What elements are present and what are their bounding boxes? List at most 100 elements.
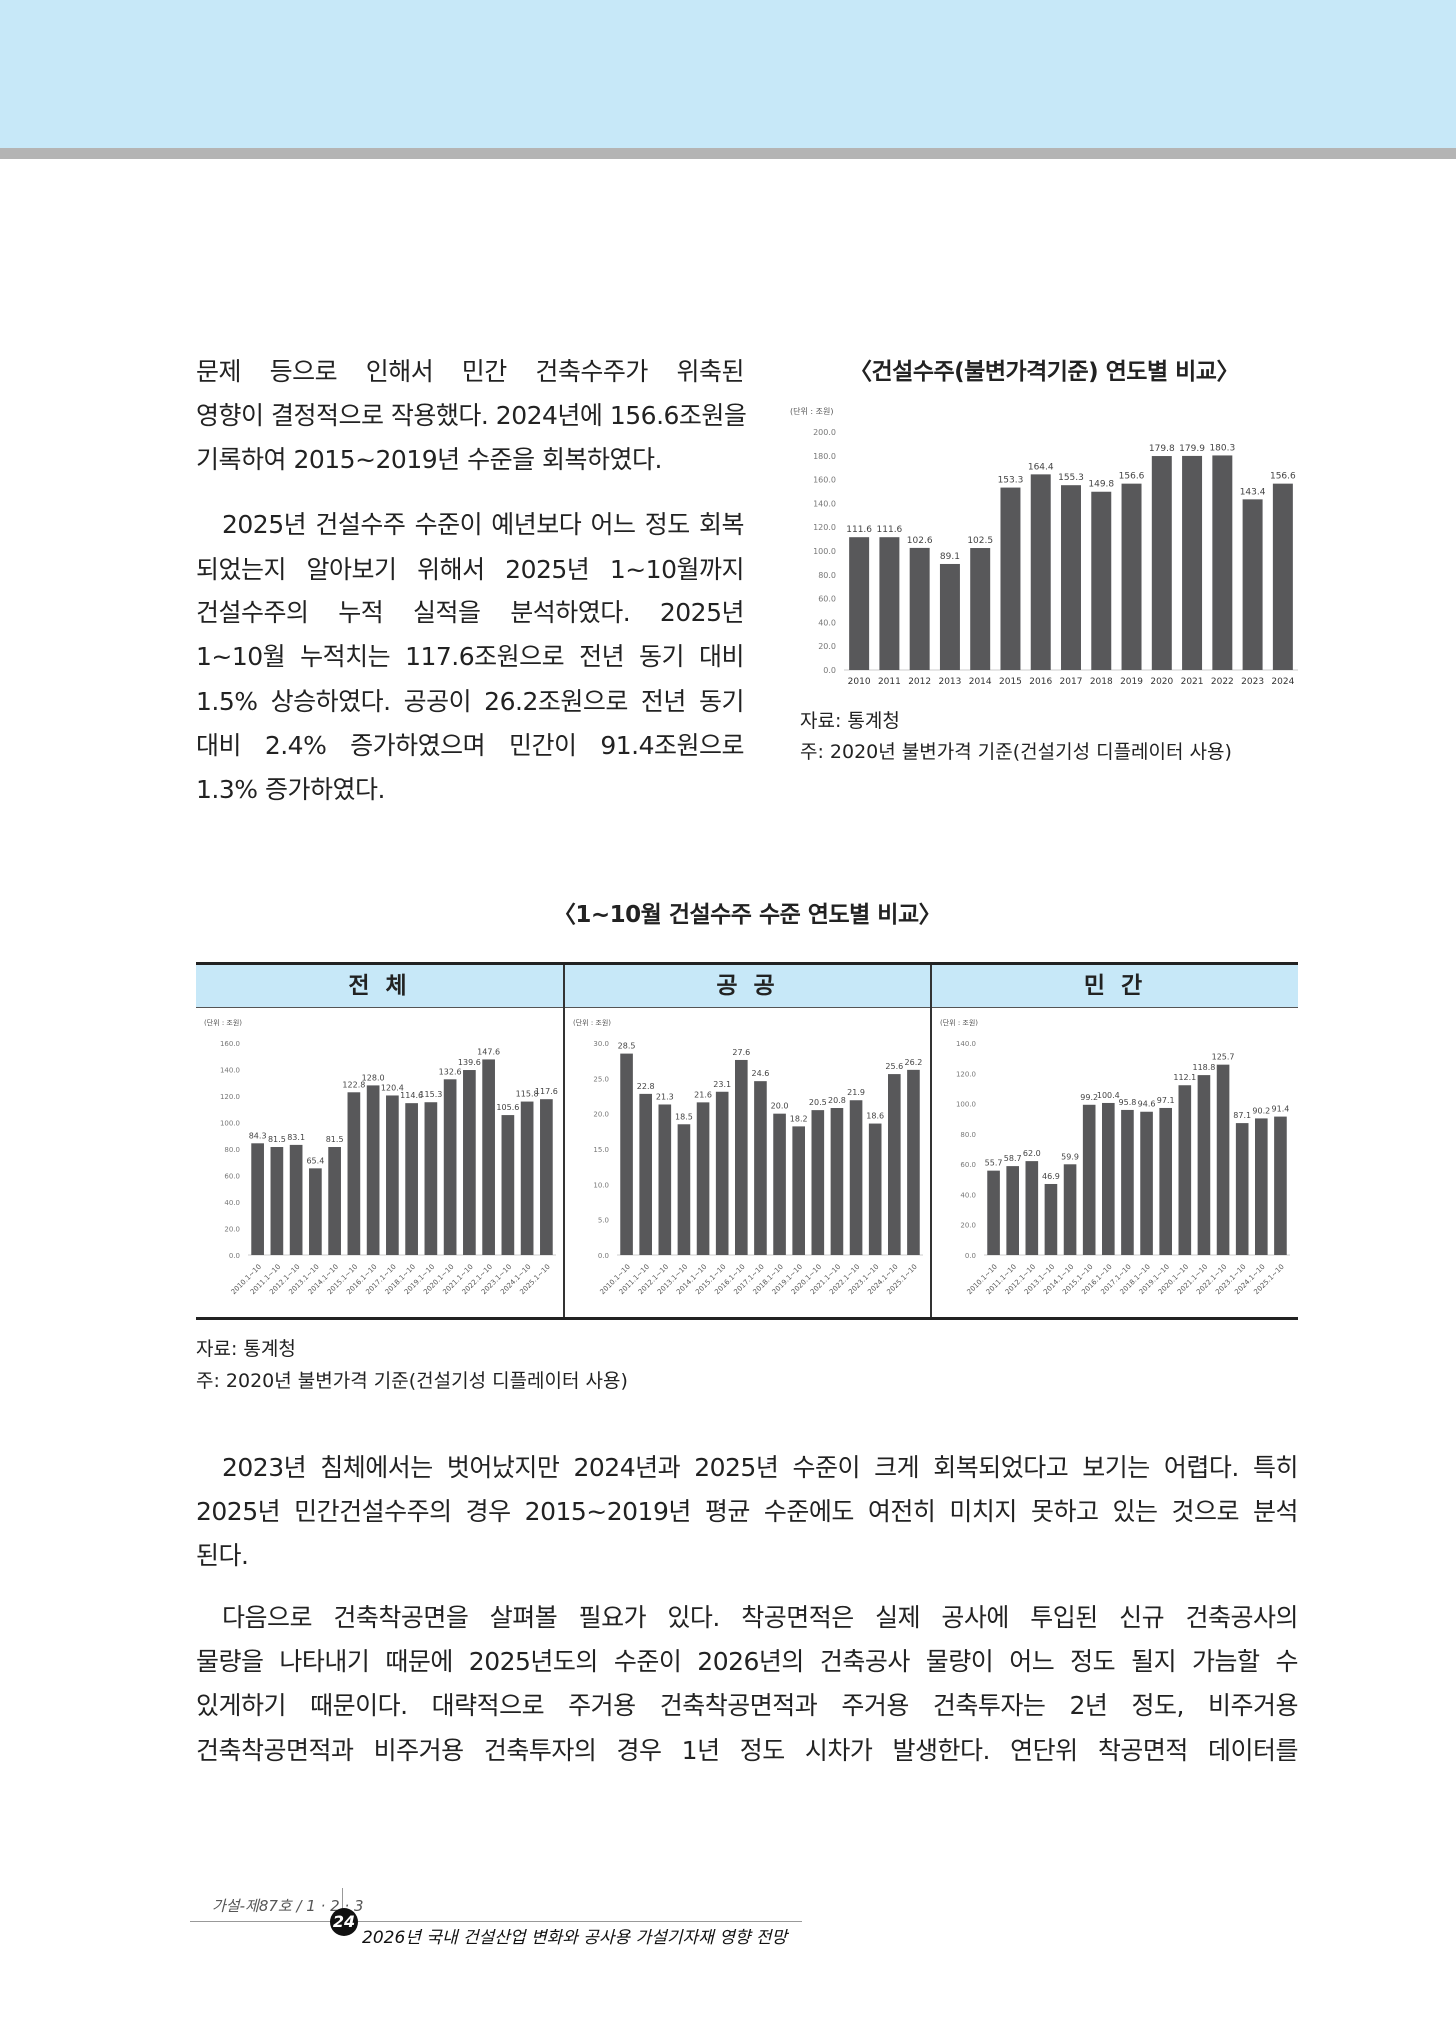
y-tick-label: 60.0	[818, 595, 836, 604]
data-label: 24.6	[752, 1069, 770, 1078]
y-tick-label: 40.0	[818, 618, 836, 627]
data-label: 120.4	[381, 1083, 404, 1092]
text-line: 문제 등으로 인해서 민간 건축수주가 위축된	[196, 357, 745, 386]
data-label: 20.5	[809, 1098, 827, 1107]
y-tick-label: 5.0	[598, 1217, 609, 1225]
data-label: 147.6	[477, 1047, 500, 1056]
data-label: 23.1	[713, 1080, 731, 1089]
bar	[1216, 1064, 1230, 1255]
data-label: 18.6	[866, 1112, 884, 1121]
data-label: 132.6	[439, 1067, 462, 1076]
bar	[1159, 1107, 1172, 1255]
bar	[1091, 491, 1112, 670]
y-tick-label: 20.0	[960, 1222, 976, 1230]
header-public: 공 공	[565, 965, 930, 1008]
y-tick-label: 120.0	[956, 1070, 976, 1078]
bar	[1242, 499, 1263, 670]
data-label: 26.2	[905, 1058, 923, 1067]
data-label: 81.5	[268, 1135, 286, 1144]
y-tick-label: 100.0	[813, 547, 836, 556]
data-label: 28.5	[618, 1042, 636, 1051]
y-tick-label: 100.0	[956, 1101, 976, 1109]
data-label: 27.6	[732, 1048, 750, 1057]
bar	[1121, 1109, 1134, 1255]
data-label: 25.6	[885, 1062, 903, 1071]
data-label: 84.3	[249, 1131, 267, 1140]
data-label: 149.8	[1088, 480, 1114, 490]
header-band	[0, 0, 1456, 148]
bar	[540, 1099, 553, 1255]
bar	[879, 537, 900, 670]
y-tick-label: 80.0	[818, 571, 836, 580]
text-line: 물량을 나타내기 때문에 2025년도의 수준이 2026년의 건축공사 물량이…	[196, 1647, 1299, 1676]
bar	[773, 1113, 786, 1255]
data-label: 153.3	[998, 476, 1024, 486]
data-label: 115.3	[419, 1090, 442, 1099]
x-tick-label: 2020	[1150, 677, 1173, 687]
bar	[1025, 1161, 1039, 1255]
data-label: 81.5	[326, 1135, 344, 1144]
bar	[811, 1110, 825, 1255]
bar	[868, 1123, 882, 1255]
bar	[696, 1102, 710, 1255]
figure1-title: 〈건설수주(불변가격기준) 연도별 비교〉	[849, 359, 1239, 385]
bar	[1182, 455, 1203, 670]
bar	[270, 1147, 284, 1255]
y-tick-label: 0.0	[823, 666, 836, 675]
bar	[1178, 1085, 1192, 1255]
data-label: 21.9	[847, 1088, 865, 1097]
bar	[1140, 1111, 1153, 1255]
y-tick-label: 60.0	[960, 1161, 976, 1169]
y-tick-label: 180.0	[813, 452, 836, 461]
data-label: 87.1	[1233, 1111, 1251, 1120]
data-label: 155.3	[1058, 473, 1084, 483]
data-label: 21.3	[656, 1092, 674, 1101]
data-label: 83.1	[287, 1133, 305, 1142]
x-tick-label: 2018	[1090, 677, 1113, 687]
text-line: 있게하기 때문이다. 대략적으로 주거용 건축착공면적과 주거용 건축투자는 2…	[196, 1691, 1299, 1720]
bar	[520, 1101, 534, 1255]
data-label: 112.1	[1173, 1073, 1196, 1082]
bar	[620, 1053, 633, 1255]
y-tick-label: 20.0	[224, 1226, 240, 1234]
text-line: 1.5% 상승하였다. 공공이 26.2조원으로 전년 동기	[196, 687, 745, 716]
bar	[792, 1126, 805, 1255]
x-tick-label: 2010	[848, 677, 871, 687]
data-label: 62.0	[1023, 1149, 1041, 1158]
data-label: 105.6	[496, 1103, 519, 1112]
bar	[1274, 1116, 1287, 1255]
y-tick-label: 80.0	[960, 1131, 976, 1139]
bar	[1235, 1123, 1249, 1255]
figure2-note: 주: 2020년 불변가격 기준(건설기성 디플레이터 사용)	[196, 1370, 628, 1392]
x-tick-label: 2016	[1029, 677, 1052, 687]
data-label: 99.2	[1080, 1093, 1098, 1102]
unit-label: (단위 : 조원)	[790, 406, 833, 416]
x-tick-label: 2015	[999, 677, 1022, 687]
bar	[939, 563, 960, 670]
y-tick-label: 100.0	[220, 1120, 240, 1128]
bar	[1121, 483, 1142, 670]
x-tick-label: 2017	[1060, 677, 1083, 687]
bar	[849, 1100, 863, 1255]
bar	[1151, 456, 1172, 670]
bar	[1272, 483, 1293, 670]
column-divider	[930, 965, 932, 1317]
data-label: 90.2	[1252, 1106, 1270, 1115]
bar	[715, 1091, 729, 1255]
bar	[987, 1170, 1000, 1255]
bar	[658, 1104, 672, 1255]
data-label: 111.6	[846, 525, 872, 535]
data-label: 139.6	[458, 1058, 481, 1067]
text-line: 다음으로 건축착공면을 살펴볼 필요가 있다. 착공면적은 실제 공사에 투입된…	[222, 1603, 1299, 1632]
data-label: 156.6	[1119, 472, 1145, 482]
bar	[501, 1115, 515, 1255]
x-tick-label: 2023	[1241, 677, 1264, 687]
y-tick-label: 25.0	[593, 1075, 609, 1083]
bar	[1102, 1102, 1115, 1255]
y-tick-label: 40.0	[224, 1199, 240, 1207]
figure1-source: 자료: 통계청	[800, 710, 900, 732]
text-line: 된다.	[196, 1541, 249, 1570]
bar	[1197, 1075, 1211, 1255]
unit-label: (단위 : 조원)	[573, 1018, 611, 1027]
data-label: 179.9	[1179, 444, 1205, 454]
